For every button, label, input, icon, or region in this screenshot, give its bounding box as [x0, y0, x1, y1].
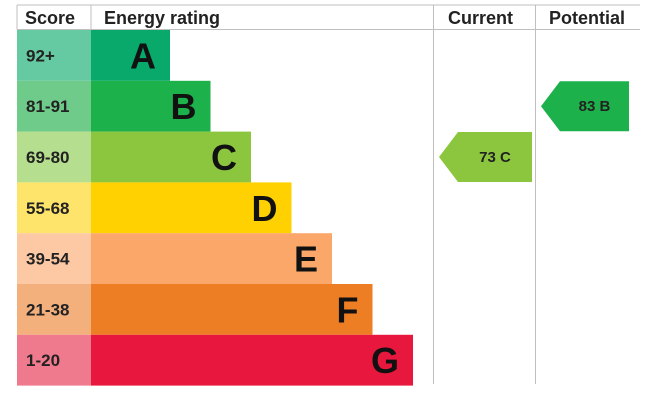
rating-bar-c — [91, 131, 251, 183]
rating-letter: C — [211, 137, 237, 178]
rating-letter: B — [171, 86, 197, 127]
score-cell — [17, 334, 91, 386]
current-header: Current — [448, 8, 513, 28]
rating-bar-d — [91, 182, 292, 234]
score-range-label: 69-80 — [26, 148, 69, 167]
rating-bar-f — [91, 284, 373, 335]
band-row: 39-54 E — [17, 233, 332, 284]
band-row: 55-68 D — [17, 182, 292, 234]
rating-bar-g — [91, 334, 413, 386]
score-cell — [17, 131, 91, 183]
potential-rating-arrow — [541, 81, 629, 132]
rating-indicators: 73 C 83 B — [439, 81, 629, 182]
score-range-label: 39-54 — [26, 250, 70, 269]
potential-rating: 83 B — [541, 81, 629, 132]
band-row: 92+ A — [17, 30, 170, 81]
band-row: 21-38 F — [17, 284, 373, 335]
rating-letter: G — [371, 340, 399, 381]
band-row: 81-91 B — [17, 80, 211, 132]
table-grid — [16, 4, 640, 384]
score-range-label: 92+ — [26, 46, 55, 65]
current-rating: 73 C — [439, 132, 532, 182]
energy-rating-header: Energy rating — [104, 8, 220, 28]
rating-bar-e — [91, 233, 332, 284]
rating-bar-b — [91, 80, 211, 132]
header-row: Score Energy rating Current Potential — [25, 8, 625, 28]
rating-letter: F — [337, 289, 359, 330]
score-cell — [17, 182, 91, 234]
rating-letter: D — [252, 188, 278, 229]
score-header: Score — [25, 8, 75, 28]
rating-bar-a — [91, 30, 170, 81]
score-cell — [17, 80, 91, 132]
current-rating-arrow — [439, 132, 532, 182]
rating-letter: E — [294, 239, 318, 280]
band-row: 1-20 G — [17, 334, 413, 386]
score-range-label: 21-38 — [26, 300, 69, 319]
potential-header: Potential — [549, 8, 625, 28]
score-range-label: 1-20 — [26, 351, 60, 370]
score-range-label: 55-68 — [26, 199, 69, 218]
potential-rating-label: 83 B — [579, 98, 611, 115]
rating-letter: A — [130, 35, 156, 76]
current-rating-label: 73 C — [479, 149, 511, 166]
rating-bands: 92+ A 81-91 B 69-80 C 55-68 D 39-54 E 21-38 F 1-20 G — [17, 30, 413, 386]
score-cell — [17, 233, 91, 284]
band-row: 69-80 C — [17, 131, 251, 183]
score-cell — [17, 284, 91, 335]
score-cell — [17, 30, 91, 81]
score-range-label: 81-91 — [26, 97, 69, 116]
